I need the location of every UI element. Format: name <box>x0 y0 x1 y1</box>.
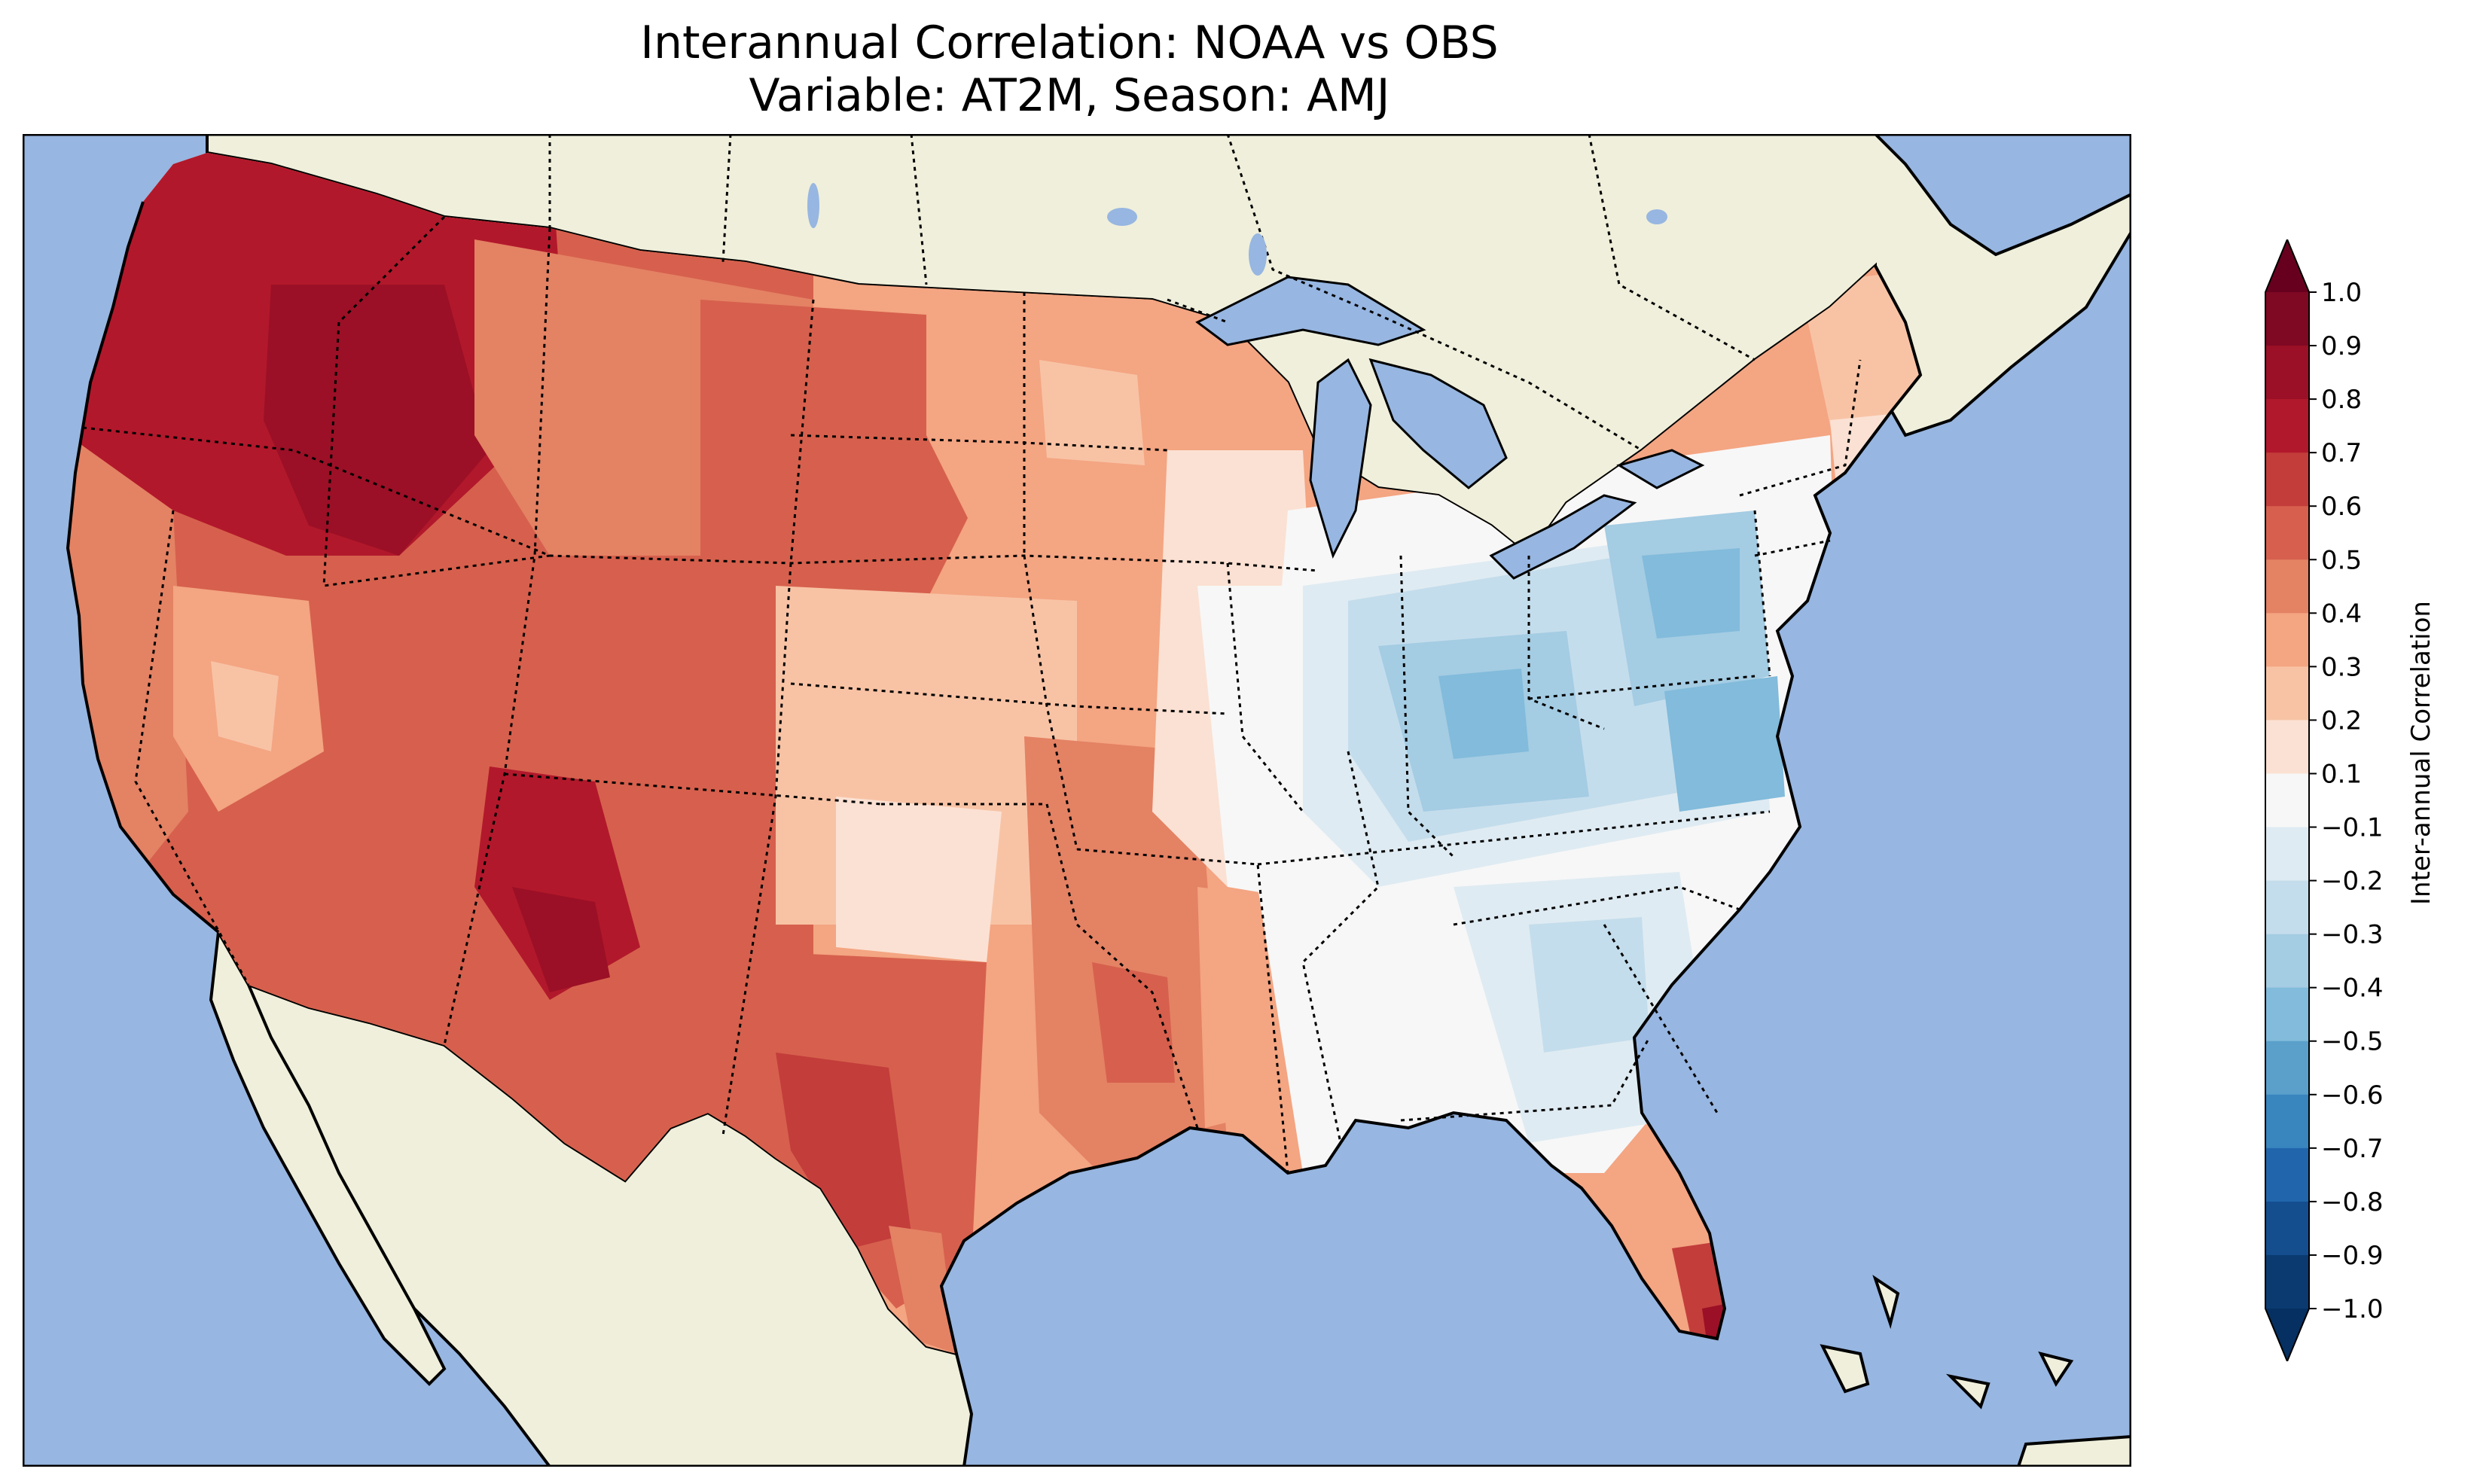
colorbar-tick-label: 0.2 <box>2321 705 2362 736</box>
chart-title: Interannual Correlation: NOAA vs OBS <box>640 17 1499 69</box>
colorbar-band <box>2265 1147 2309 1202</box>
province-boundaries <box>548 134 1756 452</box>
colorbar-tick-label: 0.6 <box>2321 492 2362 522</box>
colorbar-band <box>2265 613 2309 667</box>
colorbar-band <box>2265 1254 2309 1309</box>
colorbar-band <box>2265 934 2309 989</box>
islands <box>1820 1275 2131 1467</box>
colorbar-swatches <box>2265 239 2310 1361</box>
colorbar-extend-max <box>2265 239 2309 292</box>
colorbar-tick-label: −0.7 <box>2321 1134 2384 1164</box>
colorbar-band <box>2265 399 2309 453</box>
colorbar-band <box>2265 720 2309 775</box>
colorbar-tick-label: −1.0 <box>2321 1294 2384 1324</box>
colorbar-tick-label: 1.0 <box>2321 278 2362 308</box>
colorbar-tick-label: −0.9 <box>2321 1241 2384 1271</box>
colorbar-tick-label: 0.9 <box>2321 331 2362 361</box>
colorbar: 1.0 0.9 0.8 0.7 0.6 0.5 0.4 0.3 0.2 0.1 −0.1 −0.2 −0… <box>2265 239 2384 1361</box>
correlation-map <box>23 134 2131 1467</box>
colorbar-tick-label: −0.8 <box>2321 1187 2384 1217</box>
colorbar-band <box>2265 773 2309 828</box>
colorbar-band <box>2265 1094 2309 1149</box>
map-frame <box>23 134 2131 1467</box>
colorbar-tick-label: −0.5 <box>2321 1027 2384 1057</box>
colorbar-band <box>2265 1041 2309 1095</box>
colorbar-tick-label: −0.3 <box>2321 920 2384 950</box>
colorbar-tick-label: 0.7 <box>2321 438 2362 468</box>
colorbar-tick-label: −0.1 <box>2321 813 2384 843</box>
chart-subtitle: Variable: AT2M, Season: AMJ <box>749 69 1390 122</box>
colorbar-tick-label: 0.3 <box>2321 652 2362 682</box>
colorbar-band <box>2265 1201 2309 1256</box>
colorbar-tick-label: 0.5 <box>2321 545 2362 575</box>
colorbar-band <box>2265 880 2309 935</box>
state-boundaries <box>82 215 1862 1174</box>
colorbar-band <box>2265 292 2309 346</box>
colorbar-band <box>2265 559 2309 614</box>
colorbar-tick-label: −0.4 <box>2321 974 2384 1004</box>
colorbar-tick-label: −0.6 <box>2321 1080 2384 1111</box>
colorbar-band <box>2265 987 2309 1042</box>
colorbar-ticks: 1.0 0.9 0.8 0.7 0.6 0.5 0.4 0.3 0.2 0.1 −0.1 −0.2 −0… <box>2309 278 2384 1324</box>
baja-california-land <box>209 927 447 1386</box>
colorbar-label: Inter-annual Correlation <box>2406 601 2436 905</box>
colorbar-band <box>2265 453 2309 507</box>
colorbar-extend-min <box>2265 1309 2309 1361</box>
colorbar-tick-label: 0.1 <box>2321 759 2362 789</box>
great-lakes <box>1195 276 1705 580</box>
colorbar-band <box>2265 666 2309 721</box>
colorbar-band <box>2265 827 2309 882</box>
colorbar-band <box>2265 346 2309 400</box>
colorbar-tick-label: −0.2 <box>2321 867 2384 897</box>
colorbar-tick-label: 0.8 <box>2321 385 2362 415</box>
canadian-lakes <box>807 183 1667 276</box>
us-coastline <box>66 201 1923 1354</box>
colorbar-tick-label: 0.4 <box>2321 599 2362 629</box>
colorbar-band <box>2265 506 2309 560</box>
